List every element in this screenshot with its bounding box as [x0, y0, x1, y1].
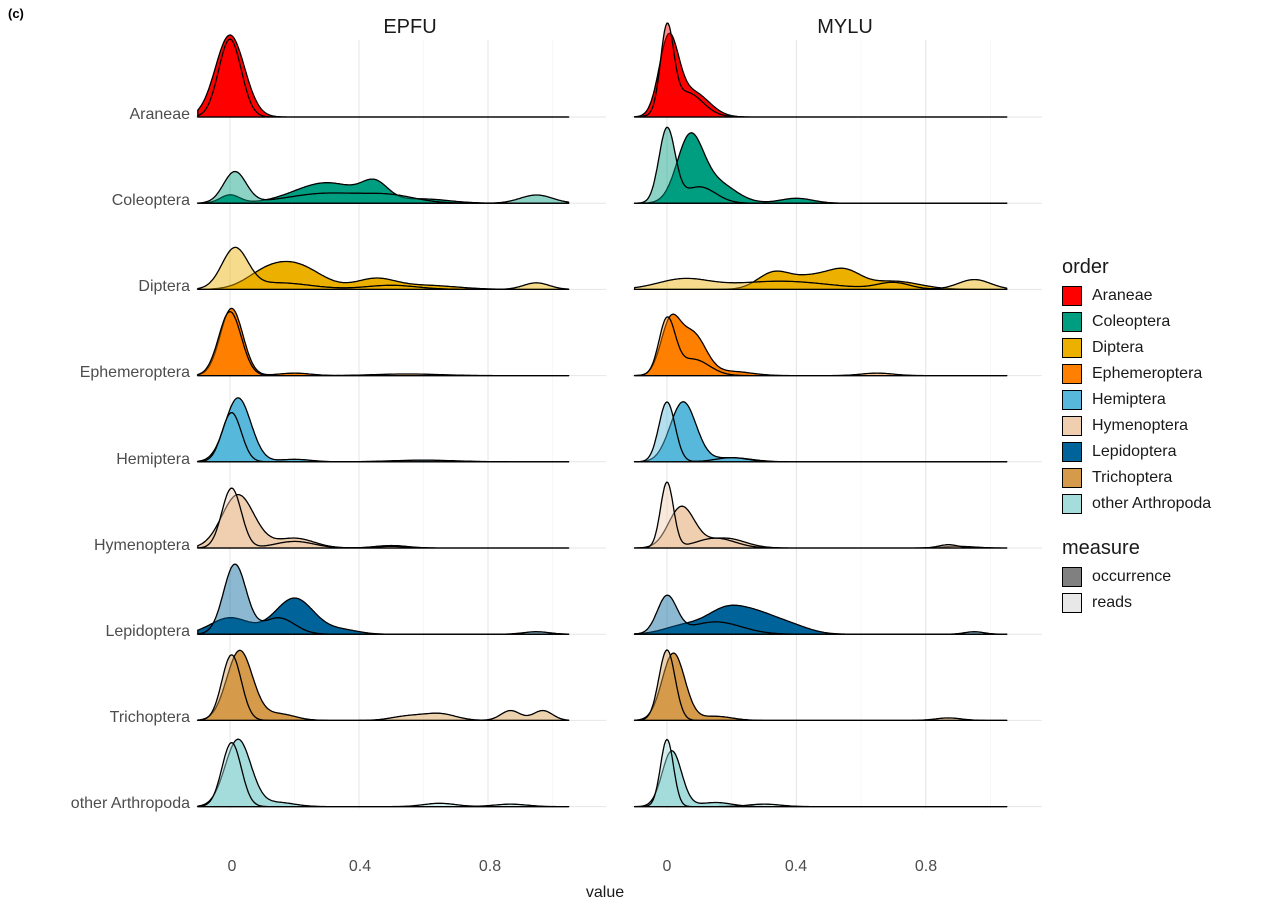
x-tick-label: 0 [662, 858, 672, 875]
legend-swatch [1062, 286, 1082, 306]
density-ridge-epfu-araneae-occurrence [197, 34, 570, 118]
legend-label: Hymenoptera [1092, 417, 1189, 434]
legend-item-hymenoptera: Hymenoptera [1062, 413, 1211, 439]
density-ridge-mylu-diptera-reads [633, 277, 1008, 291]
density-ridge-mylu-hymenoptera-reads [633, 481, 1008, 549]
facet-strip-mylu: MYLU [817, 16, 873, 38]
density-ridge-epfu-hymenoptera-reads [197, 487, 570, 549]
legend-label: Lepidoptera [1092, 443, 1177, 460]
x-tick-label: 0.4 [784, 858, 808, 875]
density-ridge-mylu-trichoptera-occurrence [633, 652, 1008, 722]
legend-item-other-arthropoda: other Arthropoda [1062, 491, 1211, 517]
legend-swatch [1062, 416, 1082, 436]
legend-item-coleoptera: Coleoptera [1062, 309, 1211, 335]
density-ridge-epfu-other-arthropoda-reads [197, 742, 570, 808]
legend-swatch [1062, 338, 1082, 358]
legend-item-occurrence: occurrence [1062, 564, 1211, 590]
density-ridge-epfu-lepidoptera-reads [197, 563, 570, 635]
density-ridge-mylu-lepidoptera-reads [633, 594, 1008, 635]
legend-item-ephemeroptera: Ephemeroptera [1062, 361, 1211, 387]
panel-label: (c) [8, 6, 24, 21]
legend-swatch [1062, 567, 1082, 587]
legend: order Araneae Coleoptera Diptera Ephemer… [1062, 256, 1211, 616]
density-ridge-mylu-hemiptera-reads [633, 401, 1008, 463]
row-label-trichoptera: Trichoptera [109, 709, 190, 726]
legend-item-araneae: Araneae [1062, 283, 1211, 309]
density-ridge-epfu-araneae-reads [197, 38, 570, 118]
legend-swatch [1062, 494, 1082, 514]
density-ridge-mylu-trichoptera-reads [633, 649, 1008, 722]
legend-gap [1062, 517, 1211, 537]
legend-label: Hemiptera [1092, 391, 1166, 408]
density-ridge-epfu-ephemeroptera-reads [197, 310, 570, 377]
row-label-coleoptera: Coleoptera [111, 192, 190, 209]
density-ridge-mylu-hemiptera-occurrence [633, 401, 1008, 463]
legend-label: Coleoptera [1092, 313, 1171, 330]
legend-label: Diptera [1092, 339, 1144, 356]
row-label-araneae: Araneae [129, 106, 191, 123]
legend-swatch [1062, 390, 1082, 410]
legend-label: reads [1092, 594, 1133, 611]
legend-title-measure: measure [1062, 537, 1140, 559]
density-ridge-epfu-trichoptera-reads [197, 654, 570, 722]
legend-label: other Arthropoda [1092, 495, 1212, 512]
x-axis-label: value [585, 884, 625, 901]
density-ridge-mylu-other-arthropoda-reads [633, 738, 1008, 808]
density-ridge-mylu-other-arthropoda-occurrence [633, 750, 1008, 808]
legend-item-hemiptera: Hemiptera [1062, 387, 1211, 413]
legend-swatch [1062, 468, 1082, 488]
x-tick-label: 0.8 [478, 858, 502, 875]
density-ridge-mylu-ephemeroptera-reads [633, 316, 1008, 377]
x-tick-label: 0.4 [348, 858, 372, 875]
legend-swatch [1062, 312, 1082, 332]
grid-layer [196, 40, 1042, 809]
density-ridge-mylu-hymenoptera-occurrence [633, 505, 1008, 549]
ridge-layer [197, 22, 1008, 808]
facet-strip-epfu: EPFU [383, 16, 437, 38]
legend-swatch [1062, 364, 1082, 384]
legend-item-diptera: Diptera [1062, 335, 1211, 361]
x-tick-label: 0.8 [914, 858, 938, 875]
density-ridge-mylu-araneae-reads [633, 22, 1008, 118]
legend-label: Araneae [1092, 287, 1153, 304]
row-label-other-arthropoda: other Arthropoda [70, 795, 190, 812]
density-ridge-epfu-other-arthropoda-occurrence [197, 738, 570, 808]
legend-label: Trichoptera [1092, 469, 1173, 486]
legend-item-lepidoptera: Lepidoptera [1062, 439, 1211, 465]
density-ridge-epfu-hymenoptera-occurrence [197, 493, 570, 549]
legend-item-trichoptera: Trichoptera [1062, 465, 1211, 491]
density-ridge-epfu-coleoptera-reads [197, 170, 570, 204]
density-ridge-epfu-ephemeroptera-occurrence [197, 307, 570, 377]
legend-label: Ephemeroptera [1092, 365, 1203, 382]
density-ridge-epfu-diptera-reads [197, 246, 570, 291]
density-ridge-epfu-trichoptera-occurrence [197, 649, 570, 722]
density-ridge-epfu-hemiptera-reads [197, 412, 570, 463]
legend-title-order: order [1062, 256, 1109, 278]
row-label-lepidoptera: Lepidoptera [105, 623, 190, 640]
row-label-hemiptera: Hemiptera [116, 451, 190, 468]
density-ridge-epfu-hemiptera-occurrence [197, 397, 570, 463]
legend-swatch [1062, 593, 1082, 613]
density-ridge-mylu-coleoptera-reads [633, 126, 1008, 204]
row-label-ephemeroptera: Ephemeroptera [79, 364, 190, 381]
legend-swatch [1062, 442, 1082, 462]
x-tick-label: 0 [227, 858, 237, 875]
row-label-diptera: Diptera [138, 278, 190, 295]
legend-item-reads: reads [1062, 590, 1211, 616]
legend-label: occurrence [1092, 568, 1172, 585]
row-label-hymenoptera: Hymenoptera [93, 537, 190, 554]
